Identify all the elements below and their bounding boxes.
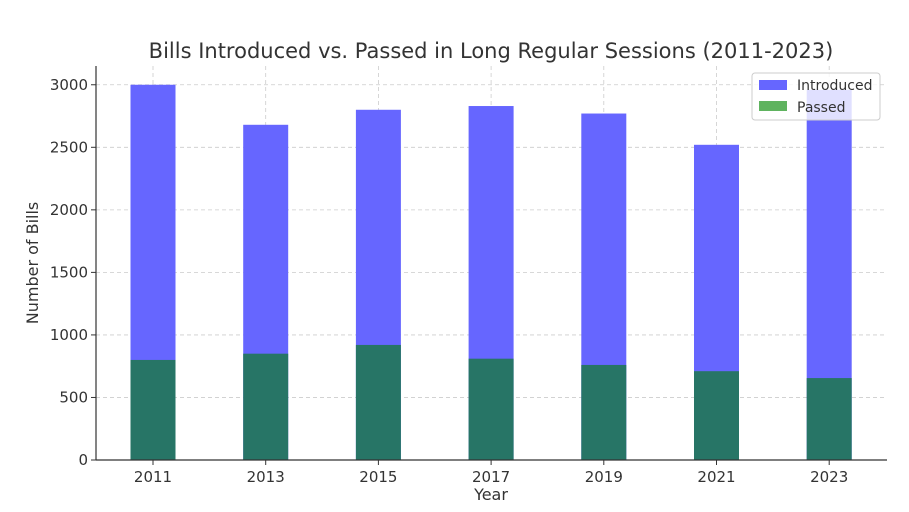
x-tick-label: 2023: [810, 468, 848, 486]
legend-swatch-passed: [759, 101, 787, 111]
y-tick-label: 0: [78, 451, 88, 469]
x-tick-label: 2013: [247, 468, 285, 486]
bar-passed-2019: [581, 364, 627, 460]
bar-passed-2017: [468, 358, 514, 460]
axes: 0 500 1000 1500 2000 2500 3000 2011 2013 2015 2017…: [50, 66, 887, 486]
x-tick-label: 2015: [359, 468, 397, 486]
y-tick-label: 500: [59, 388, 88, 406]
legend-label-passed: Passed: [797, 100, 845, 116]
x-axis-label: Year: [473, 485, 508, 504]
y-tick-label: 2500: [50, 138, 88, 156]
x-tick-label: 2019: [585, 468, 623, 486]
y-tick-label: 3000: [50, 76, 88, 94]
x-tick-label: 2021: [697, 468, 735, 486]
bar-passed-2015: [355, 344, 401, 460]
bar-passed-2013: [243, 353, 289, 460]
legend: Introduced Passed: [751, 72, 881, 121]
bars: [130, 84, 852, 461]
bar-passed-2023: [806, 378, 852, 460]
x-tick-label: 2017: [472, 468, 510, 486]
y-tick-label: 1500: [50, 263, 88, 281]
bar-passed-2011: [130, 359, 176, 460]
y-axis-label: Number of Bills: [23, 202, 42, 325]
y-tick-label: 1000: [50, 326, 88, 344]
y-tick-label: 2000: [50, 201, 88, 219]
x-tick-label: 2011: [134, 468, 172, 486]
chart-title: Bills Introduced vs. Passed in Long Regu…: [149, 39, 834, 63]
legend-swatch-introduced: [759, 80, 787, 90]
bar-passed-2021: [694, 371, 739, 460]
legend-label-introduced: Introduced: [797, 78, 872, 94]
